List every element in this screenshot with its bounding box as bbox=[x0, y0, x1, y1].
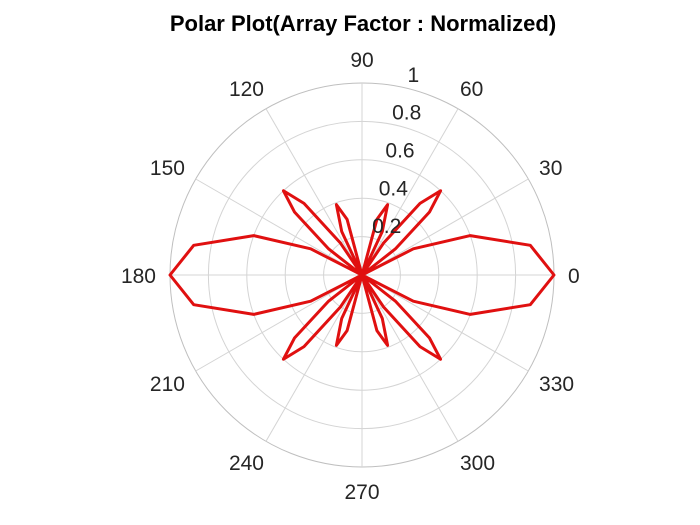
radial-tick-labels: 0.2 0.4 0.6 0.8 1 bbox=[372, 64, 421, 238]
theta-tick-label: 330 bbox=[539, 373, 574, 396]
theta-tick-label: 150 bbox=[150, 157, 185, 180]
theta-tick-label: 60 bbox=[460, 78, 483, 101]
angular-tick-labels: 0 30 60 90 120 150 180 210 240 270 300 330 bbox=[121, 49, 580, 504]
grid-spoke bbox=[265, 274, 363, 442]
theta-tick-label: 300 bbox=[460, 452, 495, 475]
theta-tick-label: 0 bbox=[568, 265, 580, 288]
grid-spoke bbox=[361, 108, 459, 276]
r-tick-label: 1 bbox=[407, 64, 419, 87]
grid-spoke bbox=[361, 274, 459, 442]
chart-title: Polar Plot(Array Factor : Normalized) bbox=[170, 11, 556, 36]
series-line bbox=[168, 189, 556, 361]
grid-spoke bbox=[195, 178, 363, 276]
data-layer bbox=[168, 189, 556, 361]
r-tick-label: 0.8 bbox=[392, 102, 421, 125]
theta-tick-label: 30 bbox=[539, 157, 562, 180]
r-tick-label: 0.2 bbox=[372, 215, 401, 238]
grid-spoke bbox=[361, 274, 529, 372]
grid-spoke bbox=[195, 274, 363, 372]
r-tick-label: 0.4 bbox=[379, 177, 409, 200]
theta-tick-label: 240 bbox=[229, 452, 264, 475]
theta-tick-label: 210 bbox=[150, 373, 185, 396]
grid-spoke bbox=[265, 108, 363, 276]
theta-tick-label: 270 bbox=[344, 481, 379, 504]
theta-tick-label: 180 bbox=[121, 265, 156, 288]
grid-spoke bbox=[361, 178, 529, 276]
theta-tick-label: 90 bbox=[350, 49, 373, 72]
theta-tick-label: 120 bbox=[229, 78, 264, 101]
r-tick-label: 0.6 bbox=[385, 140, 414, 163]
